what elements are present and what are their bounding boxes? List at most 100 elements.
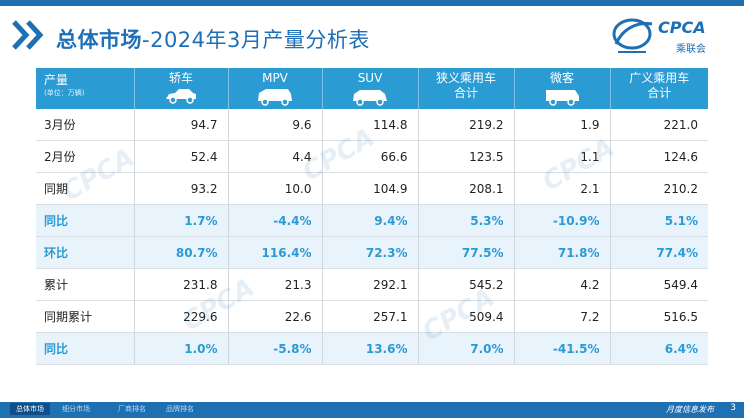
footer-tab-brand[interactable]: 品牌排名: [166, 405, 194, 413]
table-cell: -41.5%: [513, 332, 610, 365]
table-cell: 124.6: [609, 140, 708, 173]
table-cell: 208.1: [417, 172, 514, 205]
top-accent-bar: [0, 0, 744, 6]
column-header-label: 狭义乘用车: [435, 71, 496, 85]
table-cell: 9.4%: [321, 204, 418, 237]
table-row: 环比 80.7% 116.4% 72.3% 77.5% 71.8% 77.4%: [36, 236, 708, 269]
column-header-label: 微客: [549, 71, 574, 85]
column-header-label: MPV: [262, 71, 288, 85]
table-cell: 229.6: [133, 300, 228, 333]
table-row: 同比 1.0% -5.8% 13.6% 7.0% -41.5% 6.4%: [36, 332, 708, 365]
table-cell: 292.1: [321, 268, 418, 301]
row-label: 同期: [36, 172, 134, 205]
footer-tab-segment[interactable]: 细分市场: [62, 405, 90, 413]
table-cell: 13.6%: [321, 332, 418, 365]
footer-bar: 总体市场 细分市场 厂商排名 品牌排名 月度信息发布 3: [0, 402, 744, 418]
footer-release-text: 月度信息发布: [666, 405, 714, 414]
table-cell: 1.7%: [133, 204, 228, 237]
table-cell: 77.5%: [417, 236, 514, 269]
footer-tab-overall[interactable]: 总体市场: [10, 403, 50, 415]
table-cell: 549.4: [609, 268, 708, 301]
column-header-label: 广义乘用车: [629, 71, 690, 85]
column-header-label: 轿车: [168, 71, 193, 85]
cpca-logo: CPCA 乘联会: [610, 14, 728, 58]
table-cell: 6.4%: [609, 332, 708, 365]
row-label: 2月份: [36, 140, 134, 173]
table-cell: 4.2: [513, 268, 610, 301]
table-cell: 509.4: [417, 300, 514, 333]
globe-icon: [612, 18, 653, 53]
table-cell: 2.1: [513, 172, 610, 205]
corner-label: 产量: [44, 73, 69, 87]
table-cell: 72.3%: [321, 236, 418, 269]
table-cell: 10.0: [227, 172, 322, 205]
table-cell: 257.1: [321, 300, 418, 333]
table-cell: 93.2: [133, 172, 228, 205]
table-cell: 210.2: [609, 172, 708, 205]
page-title: 总体市场-2024年3月产量分析表: [56, 24, 370, 54]
table-row: 3月份 94.7 9.6 114.8 219.2 1.9 221.0: [36, 109, 708, 141]
column-header: 狭义乘用车 合计: [417, 68, 514, 109]
production-table: 产量 (单位：万辆) 轿车 MPV SUV 狭义乘用车 合计 微客 广义乘用车 合计 3月份 9…: [36, 68, 708, 365]
row-label: 同比: [36, 332, 134, 365]
table-row: 累计 231.8 21.3 292.1 545.2 4.2 549.4: [36, 268, 708, 301]
row-label: 环比: [36, 236, 134, 269]
corner-header: 产量 (单位：万辆): [36, 68, 134, 109]
table-body: 3月份 94.7 9.6 114.8 219.2 1.9 221.0 2月份 52.4 4.4 66…: [36, 109, 708, 365]
column-header-label: 合计: [453, 86, 478, 100]
column-header: 轿车: [133, 68, 228, 109]
table-cell: 71.8%: [513, 236, 610, 269]
table-cell: 22.6: [227, 300, 322, 333]
page-title-rest: -2024年3月产量分析表: [142, 28, 370, 52]
table-cell: 66.6: [321, 140, 418, 173]
table-cell: 1.9: [513, 109, 610, 141]
table-header-row: 产量 (单位：万辆) 轿车 MPV SUV 狭义乘用车 合计 微客 广义乘用车 合计: [36, 68, 708, 109]
column-header: 广义乘用车 合计: [609, 68, 708, 109]
table-cell: 80.7%: [133, 236, 228, 269]
row-label: 累计: [36, 268, 134, 301]
table-cell: 9.6: [227, 109, 322, 141]
table-cell: -5.8%: [227, 332, 322, 365]
column-header: 微客: [513, 68, 610, 109]
table-cell: -10.9%: [513, 204, 610, 237]
table-row: 2月份 52.4 4.4 66.6 123.5 1.1 124.6: [36, 140, 708, 173]
table-cell: 104.9: [321, 172, 418, 205]
column-header-label: SUV: [357, 71, 383, 85]
table-cell: 114.8: [321, 109, 418, 141]
table-cell: 231.8: [133, 268, 228, 301]
suv-icon: [353, 90, 387, 106]
table-cell: 116.4%: [227, 236, 322, 269]
table-cell: 52.4: [133, 140, 228, 173]
table-cell: 21.3: [227, 268, 322, 301]
table-cell: 219.2: [417, 109, 514, 141]
row-label: 同期累计: [36, 300, 134, 333]
row-label: 3月份: [36, 109, 134, 141]
logo-text: CPCA: [658, 18, 706, 37]
footer-tab-manufacturer[interactable]: 厂商排名: [118, 405, 146, 413]
table-cell: -4.4%: [227, 204, 322, 237]
table-cell: 5.1%: [609, 204, 708, 237]
table-cell: 1.1: [513, 140, 610, 173]
column-header: SUV: [321, 68, 418, 109]
table-cell: 516.5: [609, 300, 708, 333]
table-cell: 545.2: [417, 268, 514, 301]
table-cell: 5.3%: [417, 204, 514, 237]
row-label: 同比: [36, 204, 134, 237]
table-cell: 221.0: [609, 109, 708, 141]
sedan-icon: [166, 89, 196, 104]
table-cell: 7.0%: [417, 332, 514, 365]
mpv-icon: [258, 89, 292, 106]
table-row: 同期累计 229.6 22.6 257.1 509.4 7.2 516.5: [36, 300, 708, 333]
column-header-label: 合计: [647, 86, 672, 100]
table-row: 同期 93.2 10.0 104.9 208.1 2.1 210.2: [36, 172, 708, 205]
table-cell: 94.7: [133, 109, 228, 141]
page-title-bold: 总体市场: [56, 28, 142, 52]
page-header: 总体市场-2024年3月产量分析表 CPCA 乘联会: [0, 6, 744, 60]
microvan-icon: [546, 90, 579, 106]
chevron-right-icon: [12, 20, 44, 50]
table-cell: 123.5: [417, 140, 514, 173]
table-cell: 4.4: [227, 140, 322, 173]
table-cell: 1.0%: [133, 332, 228, 365]
column-header: MPV: [227, 68, 322, 109]
table-row: 同比 1.7% -4.4% 9.4% 5.3% -10.9% 5.1%: [36, 204, 708, 237]
